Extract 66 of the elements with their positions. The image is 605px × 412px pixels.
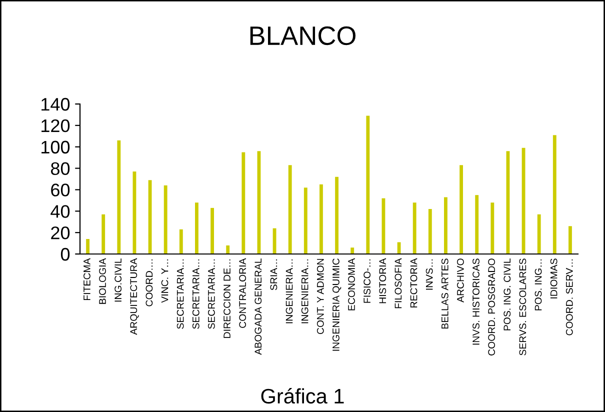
bar: [444, 197, 448, 254]
x-tick-label: CONT. Y ADMON: [316, 258, 324, 334]
chart-title: BLANCO: [250, 26, 356, 46]
x-tick-label: ARCHIVO: [457, 258, 464, 302]
x-tick-label: SECRETARIA…: [192, 259, 200, 329]
bar: [164, 185, 168, 254]
y-tick-label: 60: [51, 184, 70, 196]
y-tick-label: 40: [50, 205, 70, 218]
x-tick-label: INGENIERIA…: [301, 259, 308, 324]
bar: [179, 229, 183, 254]
x-tick-label: ECONOMIA: [348, 258, 355, 310]
x-tick-label: SECRETARIA…: [176, 259, 184, 329]
bar: [304, 188, 308, 254]
y-tick-label: 0: [60, 248, 70, 261]
y-tick-label: 20: [51, 226, 70, 240]
x-tick-label: SERVS. ESCOLARES: [519, 258, 526, 356]
x-tick-label: ABOGADA GENERAL: [254, 258, 262, 355]
x-tick-label: INGENIERIA…: [286, 259, 293, 324]
y-tick-label: 140: [42, 98, 70, 111]
x-tick-label: COORD. POSGRADO: [488, 258, 496, 356]
x-tick-label: DIRECCION DE…: [224, 259, 230, 338]
bar: [195, 202, 198, 254]
bar: [288, 165, 292, 254]
bar: [568, 226, 572, 254]
y-tick-label: 100: [42, 140, 70, 154]
x-tick-label: FILOSOFIA: [394, 258, 402, 308]
text: Gráfica 1: [261, 388, 344, 404]
bar: [117, 140, 121, 254]
bar: [226, 245, 230, 254]
x-tick-label: COORD. SERV…: [566, 259, 573, 336]
bar: [86, 239, 90, 254]
x-tick-label: SRIA…: [270, 259, 278, 290]
bar: [350, 248, 354, 254]
x-tick-label: FISICO-…: [364, 259, 371, 303]
bar: [552, 135, 556, 254]
bar: [475, 195, 479, 254]
bar: [460, 165, 463, 254]
x-tick-label: POS. ING. CIVIL: [504, 258, 511, 330]
x-tick-label: FITECMA: [84, 258, 90, 300]
bar: [320, 184, 323, 254]
x-tick-label: INVS…: [426, 259, 433, 290]
x-tick-label: ARQUITECTURA: [130, 258, 139, 335]
x-tick-label: COORD.…: [146, 259, 153, 306]
x-tick-label: ING.CIVIL: [114, 258, 122, 302]
bar: [537, 214, 541, 254]
bar: [335, 176, 338, 254]
x-tick-label: POS. ING…: [534, 259, 542, 310]
bar: [210, 208, 214, 254]
bar: [428, 209, 432, 254]
x-tick-label: VINC. Y…: [161, 259, 168, 303]
x-tick-label: RECTORIA: [410, 258, 418, 308]
bar: [412, 202, 416, 254]
bar: [242, 152, 246, 254]
bar: [366, 116, 370, 254]
x-tick-label: INVS. HISTORICAS: [472, 258, 480, 345]
x-tick-label: CONTRALORIA: [239, 258, 246, 328]
y-tick-label: 120: [42, 119, 70, 132]
bar: [102, 214, 106, 254]
x-tick-label: BIOLOGIA: [99, 258, 106, 304]
x-tick-label: INGENIERIA QUIMIC: [332, 258, 342, 351]
y-tick-label: 80: [50, 162, 70, 176]
x-tick-label: IDIOMAS: [550, 258, 558, 298]
x-tick-label: HISTORIA: [379, 258, 386, 304]
x-tick-label: BELLAS ARTES: [441, 258, 448, 329]
bar: [490, 202, 494, 254]
x-tick-label: SECRETARIA…: [208, 259, 215, 329]
